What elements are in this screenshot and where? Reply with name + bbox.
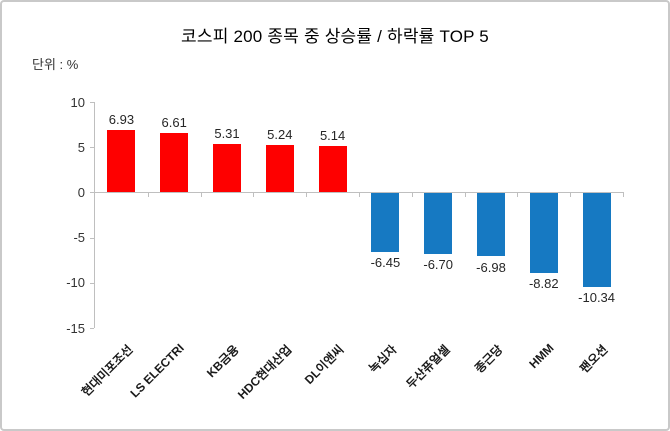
x-axis-tick	[253, 192, 255, 198]
bar-positive	[107, 129, 136, 193]
category-label: 녹십자	[366, 342, 400, 376]
y-axis-tick	[90, 102, 94, 103]
y-tick-label: -10	[66, 275, 85, 291]
x-axis-tick	[517, 192, 519, 198]
bar-value-label: 5.14	[319, 127, 346, 143]
x-axis-tick	[623, 192, 624, 198]
x-axis-tick	[147, 192, 149, 198]
bar-negative	[371, 193, 400, 252]
bar-value-label: -8.82	[528, 276, 559, 292]
x-axis-tick	[570, 192, 572, 198]
x-axis-tick	[464, 192, 466, 198]
y-axis-tick	[90, 147, 94, 149]
bar-positive	[160, 132, 189, 193]
bar-value-label: -6.98	[476, 259, 506, 275]
bar-value-label: 5.24	[267, 127, 293, 142]
category-label: KB금융	[203, 342, 242, 381]
bar-value-label: 5.31	[214, 126, 240, 142]
bar-negative	[424, 193, 453, 254]
y-tick-label: -15	[66, 320, 85, 336]
bar-negative	[529, 193, 558, 274]
category-label: 팬오션	[577, 342, 611, 376]
bar-value-label: -10.34	[578, 289, 616, 305]
category-label: 종근당	[471, 342, 506, 376]
bar-value-label: 6.61	[161, 114, 187, 130]
bar-positive	[318, 145, 347, 193]
bar-positive	[213, 144, 241, 193]
y-axis-tick	[90, 237, 94, 239]
y-axis-tick	[90, 328, 94, 329]
x-axis-tick	[306, 192, 308, 198]
bar-value-label: 6.93	[108, 111, 135, 127]
bar-value-label: -6.45	[370, 254, 401, 270]
x-axis-tick	[411, 192, 413, 198]
bar-negative	[477, 193, 505, 257]
chart-title: 코스피 200 종목 중 상승률 / 하락률 TOP 5	[181, 27, 489, 46]
y-tick-label: 10	[70, 94, 85, 110]
category-label: LS ELECTRI	[127, 341, 188, 401]
unit-label: 단위 : %	[32, 57, 79, 72]
category-label: 두산퓨얼셀	[403, 342, 453, 392]
y-tick-label: 5	[77, 139, 85, 155]
category-label: DL이앤씨	[302, 342, 347, 388]
y-axis-line	[94, 102, 95, 328]
y-axis-tick	[90, 192, 94, 194]
category-label: HMM	[526, 341, 557, 372]
plot-area: 10 5 0 -5 -10 -15 6.93 현대미포조선 6.61 LS ELECTRI 5.31…	[66, 96, 624, 402]
bar-value-label: -6.70	[423, 257, 453, 272]
y-axis-tick	[90, 282, 94, 284]
bar-negative	[582, 193, 611, 287]
y-tick-label: 0	[77, 184, 85, 200]
x-axis-tick	[200, 192, 202, 198]
bar-positive	[265, 145, 294, 193]
category-label: HDC현대산업	[234, 342, 295, 402]
x-axis-tick	[359, 192, 360, 198]
y-tick-label: -5	[73, 230, 85, 246]
